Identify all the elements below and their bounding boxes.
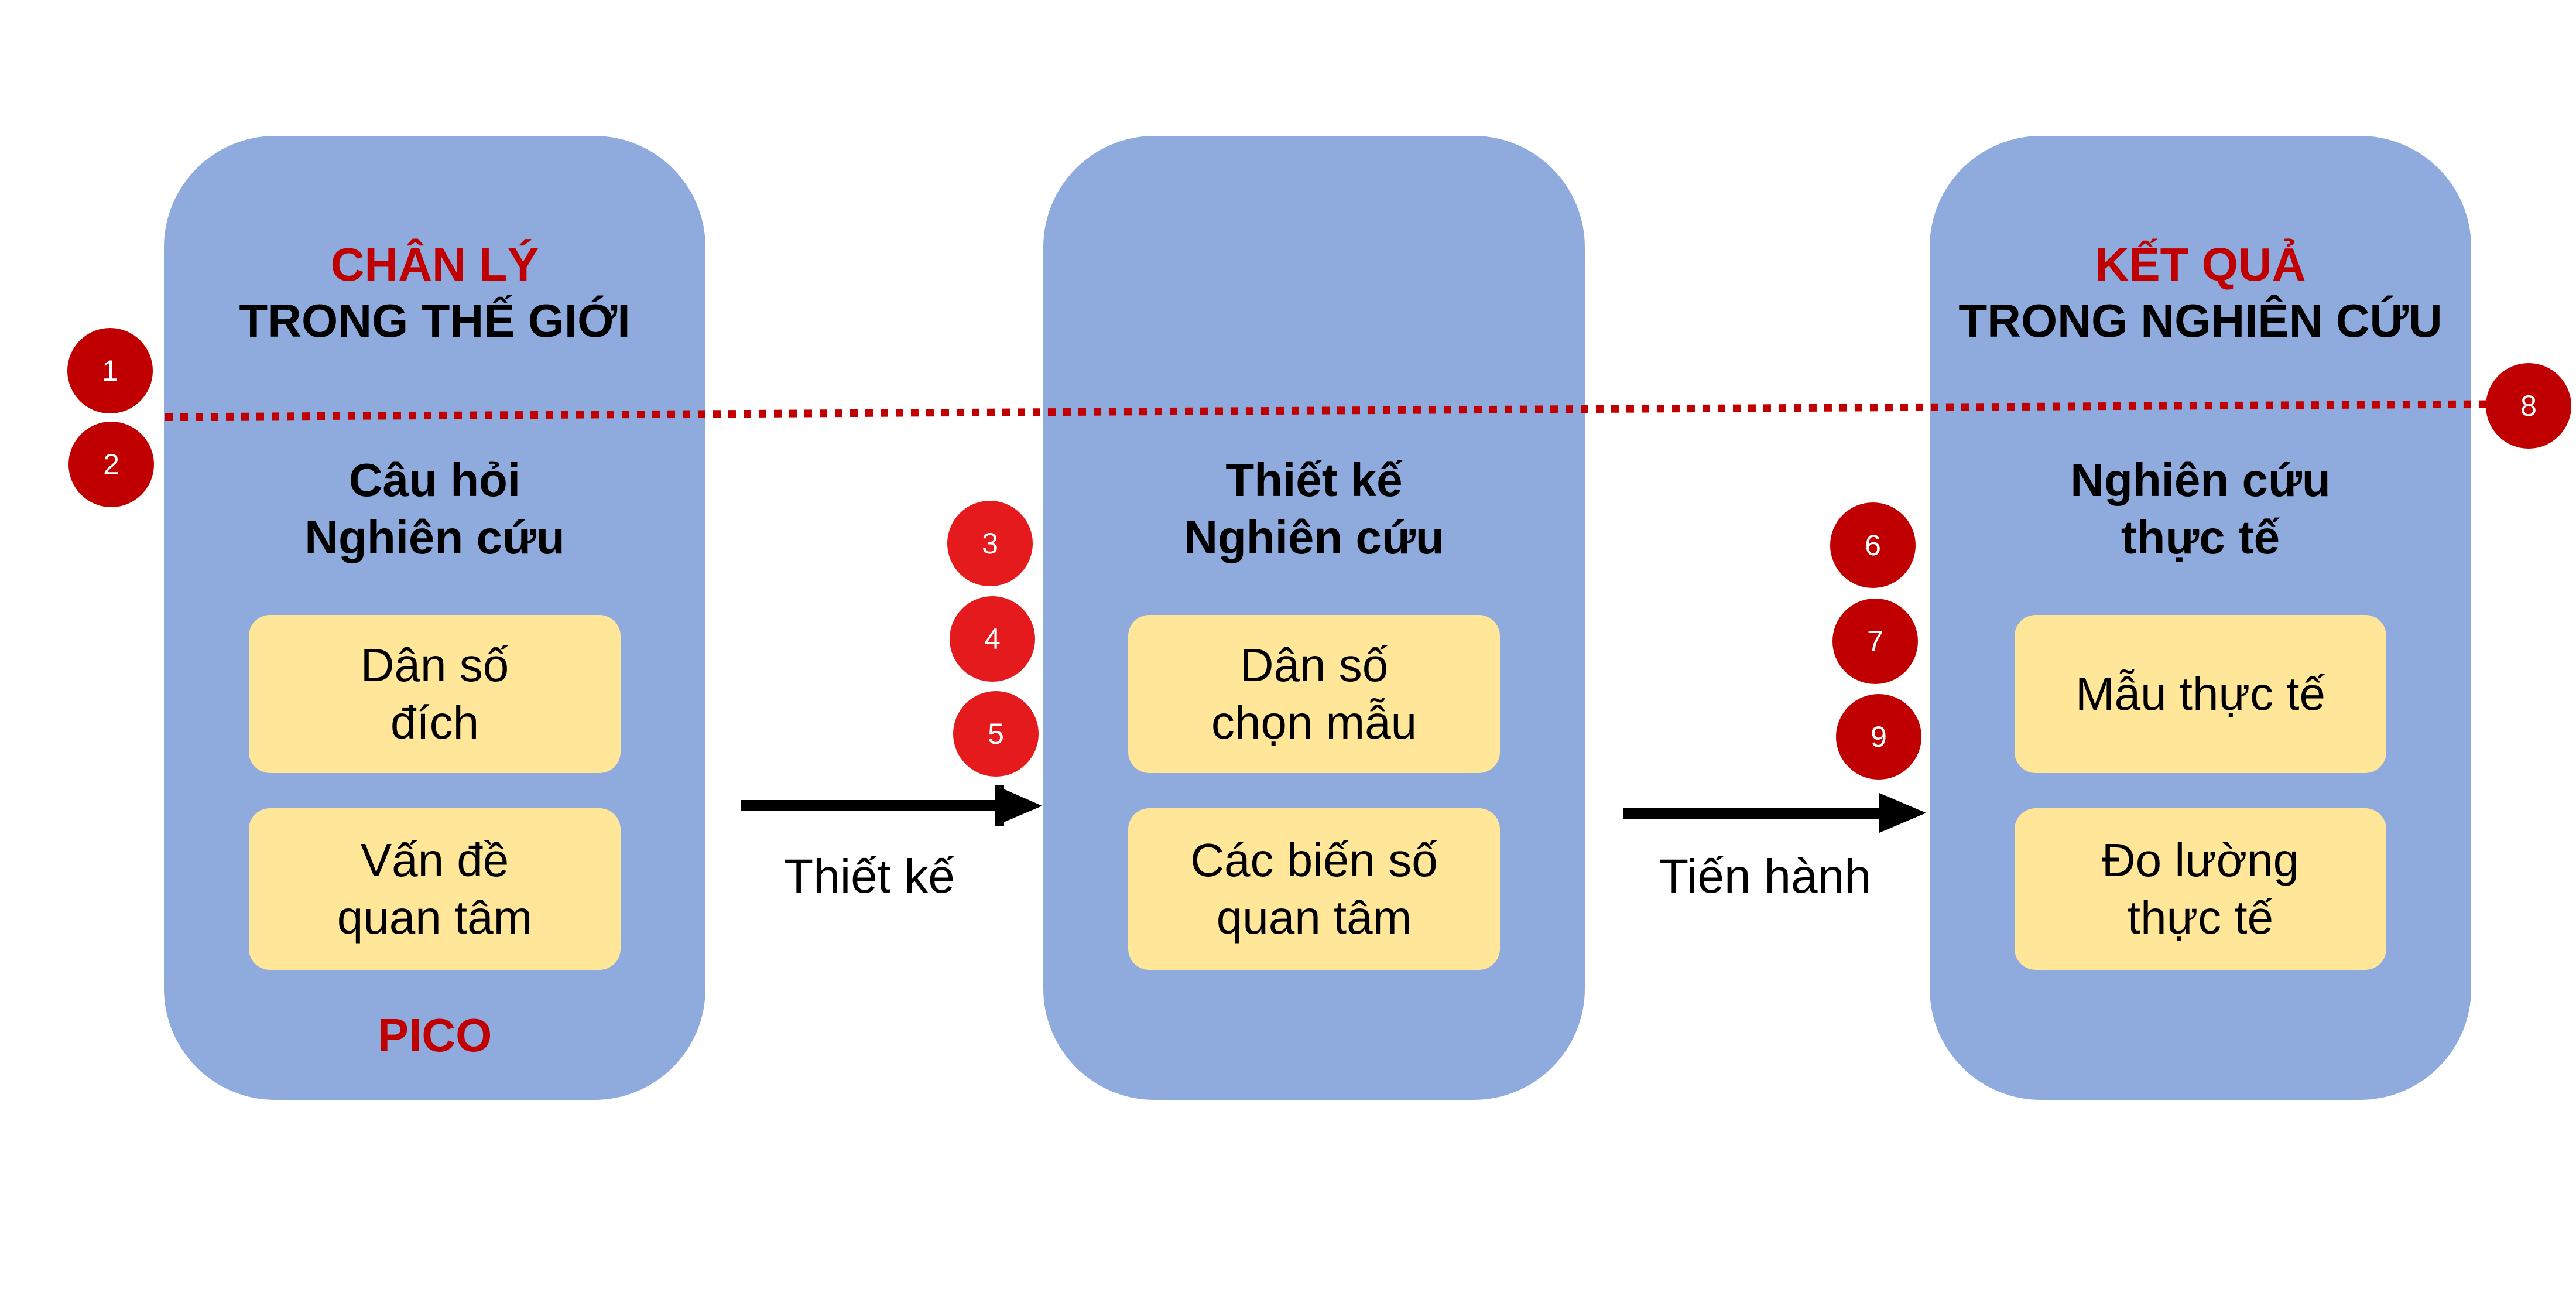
panel-heading-line1: Nghiên cứu <box>2070 454 2331 506</box>
arrow-conduct <box>1623 793 1926 833</box>
marker-2: 2 <box>68 422 154 507</box>
panel-heading-line1: Câu hỏi <box>348 454 521 506</box>
marker-6: 6 <box>1830 502 1916 588</box>
marker-3: 3 <box>947 501 1033 586</box>
panel-results-in-study: KẾT QUẢ TRONG NGHIÊN CỨU Nghiên cứu thực… <box>1930 136 2471 1100</box>
box-actual-measurement: Đo lường thực tế <box>2015 808 2386 970</box>
marker-1: 1 <box>67 328 153 413</box>
marker-5: 5 <box>953 691 1039 777</box>
box-target-population: Dân số đích <box>249 615 621 773</box>
box-line2: thực tế <box>2127 891 2274 944</box>
panel-truth-in-world: CHÂN LÝ TRONG THẾ GIỚI Câu hỏi Nghiên cứ… <box>164 136 705 1100</box>
dotted-divider-line <box>165 400 2488 421</box>
box-line1: Dân số <box>360 639 509 692</box>
panel-heading-line1: Thiết kế <box>1225 454 1403 506</box>
box-line1: Các biến số <box>1190 834 1438 887</box>
pico-label: PICO <box>377 1009 492 1061</box>
panel-title-red: KẾT QUẢ <box>2095 238 2306 290</box>
marker-4: 4 <box>950 596 1035 682</box>
box-issue-of-interest: Vấn đề quan tâm <box>249 808 621 970</box>
arrow-design <box>741 785 1042 826</box>
box-line1: Dân số <box>1239 639 1389 692</box>
box-line1: Đo lường <box>2101 834 2300 887</box>
box-line2: quan tâm <box>1216 891 1412 944</box>
marker-9: 9 <box>1836 694 1921 780</box>
marker-8: 8 <box>2486 363 2571 449</box>
arrow-label-conduct: Tiến hành <box>1659 850 1871 903</box>
box-variables-of-interest: Các biến số quan tâm <box>1128 808 1500 970</box>
box-line2: đích <box>390 696 479 748</box>
panel-title-black: TRONG THẾ GIỚI <box>239 295 631 347</box>
panel-heading-line2: thực tế <box>2121 511 2280 563</box>
marker-7: 7 <box>1832 599 1918 684</box>
panel-title-red: CHÂN LÝ <box>330 238 539 290</box>
panel-heading-line2: Nghiên cứu <box>304 511 565 563</box>
panel-title-black: TRONG NGHIÊN CỨU <box>1958 295 2443 347</box>
arrow-label-design: Thiết kế <box>784 850 955 903</box>
box-line1: Mẫu thực tế <box>2075 668 2326 720</box>
box-line2: quan tâm <box>337 891 533 944</box>
panel-study-design: Thiết kế Nghiên cứu Dân số chọn mẫu Các … <box>1043 136 1585 1100</box>
box-line1: Vấn đề <box>360 834 509 887</box>
box-line2: chọn mẫu <box>1211 696 1417 748</box>
panel-heading-line2: Nghiên cứu <box>1184 511 1444 563</box>
box-sample-population: Dân số chọn mẫu <box>1128 615 1500 773</box>
box-actual-sample: Mẫu thực tế <box>2015 615 2386 773</box>
